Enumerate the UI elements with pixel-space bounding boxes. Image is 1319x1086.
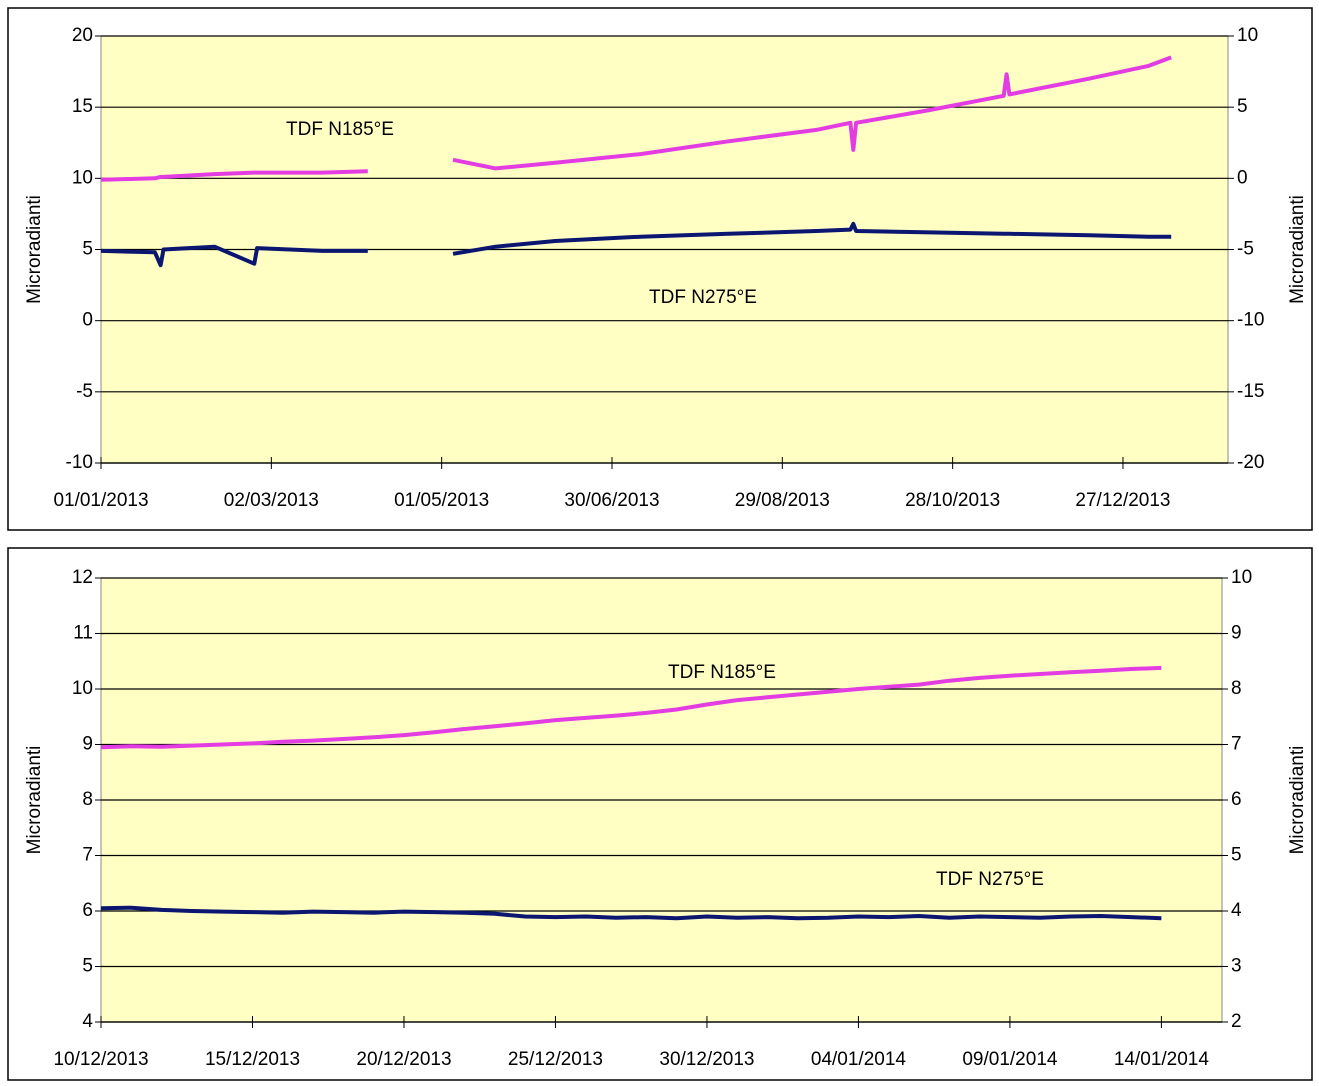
y2-tick-label: 8 [1231, 678, 1242, 699]
x-tick-label: 10/12/2013 [53, 1049, 148, 1070]
y2-tick-label: -15 [1237, 381, 1264, 402]
series-line [100, 665, 1162, 750]
y-tick-label: 15 [72, 96, 93, 117]
x-tick-label: 25/12/2013 [508, 1049, 603, 1070]
series-label: TDF N185°E [286, 119, 394, 140]
y2-tick-label: 10 [1237, 25, 1258, 46]
y2-tick-label: 6 [1231, 789, 1242, 810]
x-tick-label: 15/12/2013 [205, 1049, 300, 1070]
x-tick-label: 30/12/2013 [659, 1049, 754, 1070]
y2-tick-label: -10 [1237, 310, 1264, 331]
y-tick-label: 4 [82, 1011, 93, 1032]
y-tick-label: 5 [82, 956, 93, 977]
series-line [100, 221, 1172, 268]
y2-tick-label: -5 [1237, 239, 1254, 260]
y2-tick-label: 9 [1231, 623, 1242, 644]
series-line [100, 905, 1162, 921]
series-line [100, 55, 1172, 182]
y2-tick-label: -20 [1237, 452, 1264, 473]
x-tick-label: 30/06/2013 [564, 490, 659, 511]
series-label: TDF N275°E [649, 287, 757, 308]
x-tick-label: 28/10/2013 [905, 490, 1000, 511]
x-tick-label: 04/01/2014 [811, 1049, 907, 1070]
y2-tick-label: 0 [1237, 167, 1248, 188]
y-axis-label: Microradianti [24, 195, 45, 304]
y-tick-label: 8 [82, 789, 93, 810]
y-tick-label: 10 [72, 167, 93, 188]
x-tick-label: 02/03/2013 [224, 490, 319, 511]
y2-tick-label: 5 [1231, 845, 1242, 866]
y2-tick-label: 10 [1231, 567, 1252, 588]
series-label: TDF N275°E [936, 869, 1044, 890]
x-tick-label: 01/05/2013 [394, 490, 489, 511]
y2-tick-label: 4 [1231, 900, 1242, 921]
x-tick-label: 29/08/2013 [735, 490, 830, 511]
y2-axis-label: Microradianti [1287, 195, 1308, 304]
y2-axis-label: Microradianti [1287, 746, 1308, 855]
y-tick-label: 5 [82, 239, 93, 260]
y-axis-label: Microradianti [24, 746, 45, 855]
y-tick-label: 12 [72, 567, 93, 588]
x-tick-label: 01/01/2013 [53, 490, 148, 511]
y2-tick-label: 3 [1231, 956, 1242, 977]
y2-tick-label: 2 [1231, 1011, 1242, 1032]
y-tick-label: 0 [82, 310, 93, 331]
x-tick-label: 14/01/2014 [1114, 1049, 1210, 1070]
y-tick-label: 20 [72, 25, 93, 46]
x-tick-label: 09/01/2014 [962, 1049, 1058, 1070]
y-tick-label: -10 [66, 452, 93, 473]
x-tick-label: 20/12/2013 [356, 1049, 451, 1070]
series-label: TDF N185°E [668, 662, 776, 683]
x-tick-label: 27/12/2013 [1075, 490, 1170, 511]
y-tick-label: 11 [73, 623, 93, 644]
y-tick-label: 10 [72, 678, 93, 699]
y2-tick-label: 5 [1237, 96, 1248, 117]
y-tick-label: 6 [82, 900, 93, 921]
y2-tick-label: 7 [1231, 734, 1242, 755]
y-tick-label: 9 [82, 734, 93, 755]
y-tick-label: -5 [76, 381, 93, 402]
y-tick-label: 7 [82, 845, 93, 866]
